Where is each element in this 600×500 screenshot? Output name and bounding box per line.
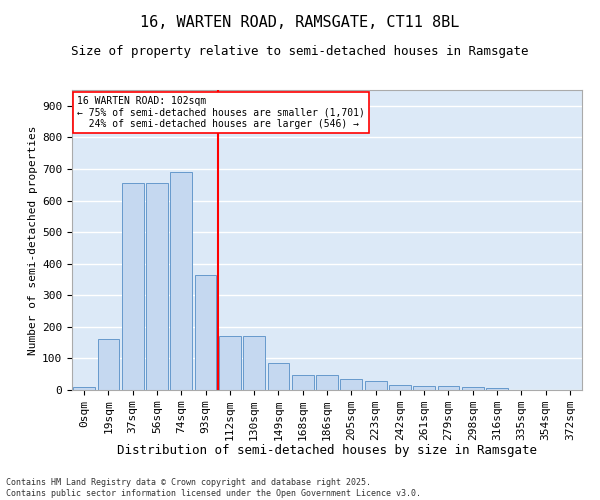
Bar bbox=[462, 387, 484, 390]
Bar bbox=[437, 386, 460, 390]
Bar bbox=[243, 336, 265, 390]
Bar bbox=[316, 375, 338, 390]
Bar bbox=[292, 375, 314, 390]
Bar bbox=[413, 386, 435, 390]
Bar bbox=[340, 378, 362, 390]
Bar bbox=[389, 386, 411, 390]
Bar bbox=[97, 340, 119, 390]
Bar bbox=[219, 336, 241, 390]
Text: Size of property relative to semi-detached houses in Ramsgate: Size of property relative to semi-detach… bbox=[71, 45, 529, 58]
X-axis label: Distribution of semi-detached houses by size in Ramsgate: Distribution of semi-detached houses by … bbox=[117, 444, 537, 458]
Bar bbox=[170, 172, 192, 390]
Bar bbox=[194, 274, 217, 390]
Bar bbox=[486, 388, 508, 390]
Bar bbox=[365, 380, 386, 390]
Bar bbox=[268, 362, 289, 390]
Bar bbox=[122, 183, 143, 390]
Text: 16 WARTEN ROAD: 102sqm
← 75% of semi-detached houses are smaller (1,701)
  24% o: 16 WARTEN ROAD: 102sqm ← 75% of semi-det… bbox=[77, 96, 365, 129]
Text: 16, WARTEN ROAD, RAMSGATE, CT11 8BL: 16, WARTEN ROAD, RAMSGATE, CT11 8BL bbox=[140, 15, 460, 30]
Text: Contains HM Land Registry data © Crown copyright and database right 2025.
Contai: Contains HM Land Registry data © Crown c… bbox=[6, 478, 421, 498]
Bar bbox=[73, 388, 95, 390]
Bar bbox=[146, 183, 168, 390]
Y-axis label: Number of semi-detached properties: Number of semi-detached properties bbox=[28, 125, 38, 355]
